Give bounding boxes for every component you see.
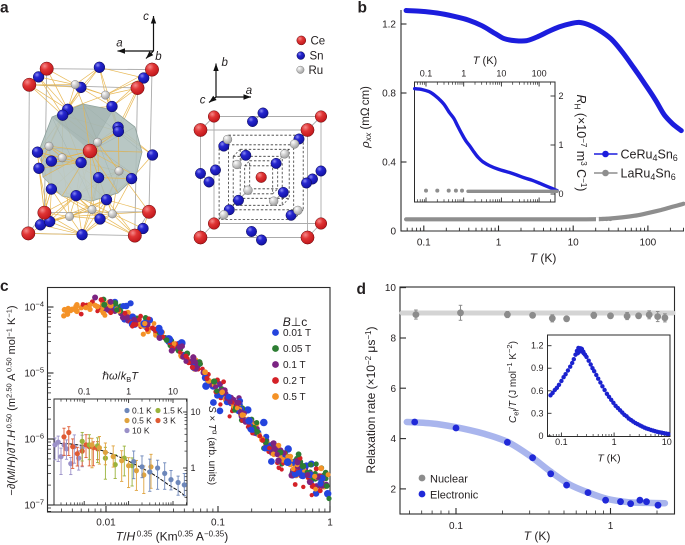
svg-text:2: 2 (390, 484, 396, 495)
svg-text:1: 1 (126, 387, 131, 397)
svg-text:0.1: 0.1 (417, 238, 431, 249)
svg-text:d: d (357, 281, 366, 298)
svg-text:S × Tα (arb. units): S × Tα (arb. units) (206, 406, 220, 485)
svg-text:0: 0 (559, 189, 564, 199)
svg-text:0.5 T: 0.5 T (283, 392, 306, 403)
svg-text:ℏω/kBT: ℏω/kBT (102, 371, 139, 385)
svg-text:0: 0 (390, 227, 396, 238)
svg-text:0.1 K: 0.1 K (132, 406, 152, 416)
svg-text:ρxx (mΩ cm): ρxx (mΩ cm) (360, 86, 373, 149)
svg-text:1: 1 (461, 69, 466, 79)
svg-text:0.01 T: 0.01 T (283, 328, 311, 339)
svg-text:10: 10 (385, 283, 397, 294)
svg-text:0.1: 0.1 (211, 518, 225, 529)
svg-text:T (K): T (K) (473, 55, 497, 67)
svg-text:Sn: Sn (310, 51, 324, 63)
svg-text:0.2 T: 0.2 T (283, 376, 306, 387)
svg-text:10: 10 (168, 387, 178, 397)
svg-text:T (K): T (K) (524, 529, 551, 543)
svg-text:0: 0 (538, 431, 543, 441)
svg-text:0.5 K: 0.5 K (132, 416, 152, 426)
svg-text:CeRu4Sn6: CeRu4Sn6 (621, 148, 678, 164)
svg-text:1: 1 (327, 518, 333, 529)
svg-text:0.1 T: 0.1 T (283, 360, 306, 371)
svg-text:1.2: 1.2 (382, 20, 396, 31)
svg-text:b: b (155, 51, 162, 63)
svg-text:Nuclear: Nuclear (430, 474, 468, 486)
svg-text:1: 1 (191, 463, 196, 473)
svg-text:b: b (222, 57, 229, 69)
svg-text:1: 1 (559, 140, 564, 150)
svg-text:0.05 T: 0.05 T (283, 344, 311, 355)
svg-text:10: 10 (568, 238, 580, 249)
svg-text:a: a (116, 38, 122, 50)
svg-text:100: 100 (640, 238, 657, 249)
svg-text:LaRu4Sn6: LaRu4Sn6 (621, 167, 676, 183)
svg-text:Ru: Ru (309, 65, 324, 77)
svg-text:c: c (0, 278, 9, 295)
svg-text:10: 10 (191, 407, 201, 417)
svg-text:RH (×10−7 m3 C−1): RH (×10−7 m3 C−1) (573, 95, 589, 192)
svg-text:1.2: 1.2 (531, 341, 544, 351)
svg-text:0.4: 0.4 (382, 158, 396, 169)
svg-text:0.6: 0.6 (531, 386, 544, 396)
svg-text:0.1: 0.1 (555, 437, 568, 447)
svg-text:−∂(M/H)/∂T.H 0.50 (m2.50 A 0.5: −∂(M/H)/∂T.H 0.50 (m2.50 A 0.50 mol−1 K−… (5, 305, 19, 495)
svg-text:0.1: 0.1 (420, 69, 433, 79)
svg-text:100: 100 (532, 69, 547, 79)
svg-text:1: 1 (496, 238, 502, 249)
svg-text:a: a (0, 0, 9, 17)
svg-text:3 K: 3 K (163, 416, 176, 426)
svg-text:1.5 K: 1.5 K (163, 406, 183, 416)
svg-text:Ce: Ce (311, 36, 326, 48)
svg-text:B⊥c: B⊥c (283, 315, 307, 329)
svg-text:6: 6 (390, 384, 396, 395)
svg-text:8: 8 (390, 334, 396, 345)
svg-text:b: b (358, 0, 367, 17)
svg-text:T (K): T (K) (597, 453, 620, 465)
svg-text:0.3: 0.3 (531, 408, 544, 418)
svg-text:T (K): T (K) (530, 251, 557, 265)
svg-text:c: c (143, 11, 149, 23)
svg-text:Cel/T (J mol−1 K−2): Cel/T (J mol−1 K−2) (505, 341, 521, 423)
svg-text:10 K: 10 K (132, 426, 150, 436)
svg-text:4: 4 (390, 434, 396, 445)
svg-text:0.1: 0.1 (449, 521, 463, 532)
svg-text:Relaxation rate (×10−2 μs−1): Relaxation rate (×10−2 μs−1) (364, 327, 378, 474)
svg-text:10: 10 (662, 437, 672, 447)
svg-text:1: 1 (612, 437, 617, 447)
svg-text:Electronic: Electronic (430, 490, 479, 502)
svg-text:0.1: 0.1 (78, 387, 91, 397)
svg-text:0.9: 0.9 (531, 363, 544, 373)
svg-text:c: c (200, 95, 206, 107)
svg-text:2: 2 (559, 91, 564, 101)
svg-text:1: 1 (608, 521, 614, 532)
svg-text:0.8: 0.8 (382, 89, 396, 100)
svg-text:0.01: 0.01 (96, 518, 116, 529)
svg-text:a: a (246, 85, 252, 97)
svg-text:10: 10 (496, 69, 506, 79)
